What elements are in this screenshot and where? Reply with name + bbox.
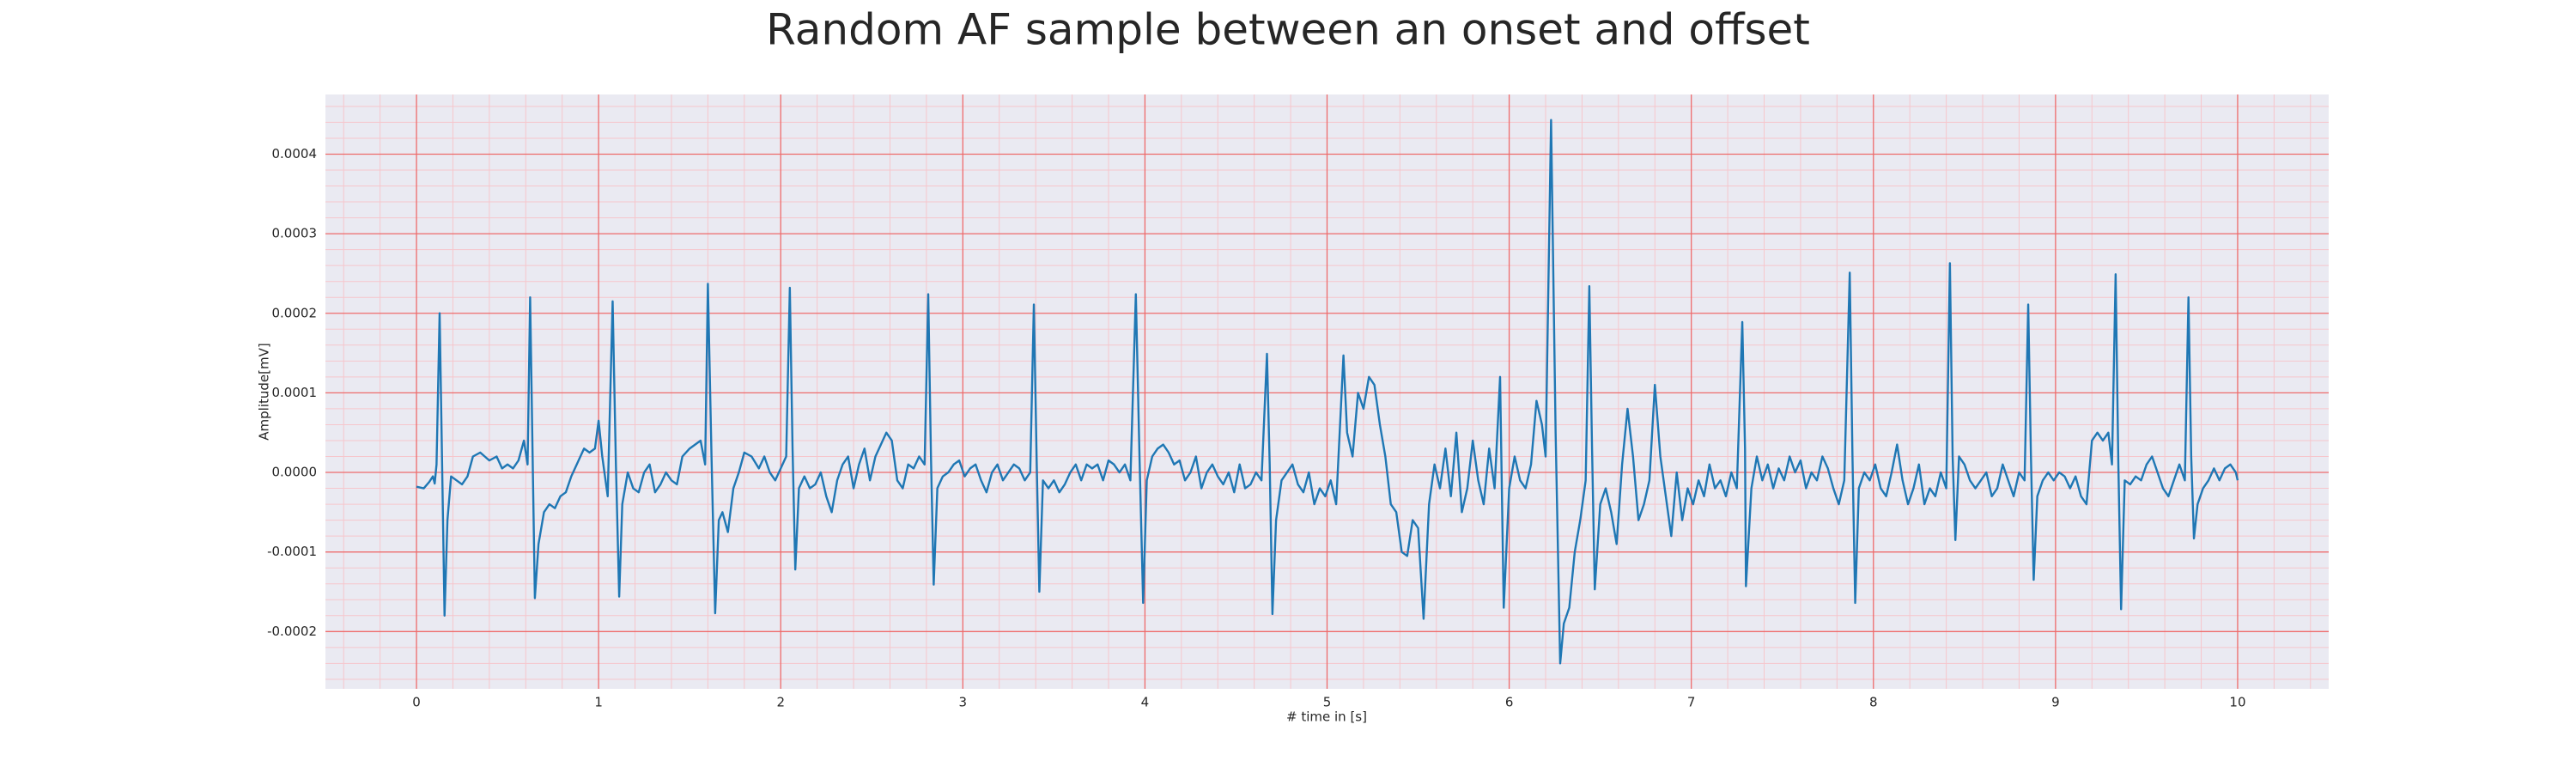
- line: [416, 119, 2239, 665]
- y-tick-label: -0.0001: [267, 544, 317, 559]
- chart-title: Random AF sample between an onset and of…: [766, 5, 1810, 55]
- x-tick-label: 9: [2051, 695, 2060, 710]
- ticks: 0 1 2 3 4 5 6 7 8 9 10 -0.0002 -0.0001 0.0000 0.0001 0.…: [267, 146, 2245, 710]
- y-tick-label: 0.0002: [272, 305, 318, 320]
- x-tick-label: 8: [1869, 695, 1878, 710]
- x-tick-label: 10: [2229, 695, 2245, 710]
- x-tick-label: 3: [959, 695, 968, 710]
- x-tick-label: 7: [1687, 695, 1696, 710]
- y-axis-label: Amplitude[mV]: [257, 343, 272, 440]
- x-tick-label: 4: [1141, 695, 1150, 710]
- y-tick-label: 0.0003: [272, 226, 318, 241]
- lines: [416, 119, 2239, 665]
- y-tick-label: -0.0002: [267, 624, 317, 639]
- x-tick-label: 5: [1323, 695, 1332, 710]
- y-tick-label: 0.0000: [272, 465, 318, 480]
- y-tick-label: 0.0001: [272, 385, 318, 400]
- x-axis-label: # time in [s]: [1286, 709, 1367, 725]
- x-tick-label: 0: [412, 695, 421, 710]
- x-tick-label: 6: [1505, 695, 1514, 710]
- grid: [325, 94, 2329, 689]
- y-tick-label: 0.0004: [272, 146, 318, 161]
- x-tick-label: 2: [776, 695, 785, 710]
- x-tick-label: 1: [594, 695, 603, 710]
